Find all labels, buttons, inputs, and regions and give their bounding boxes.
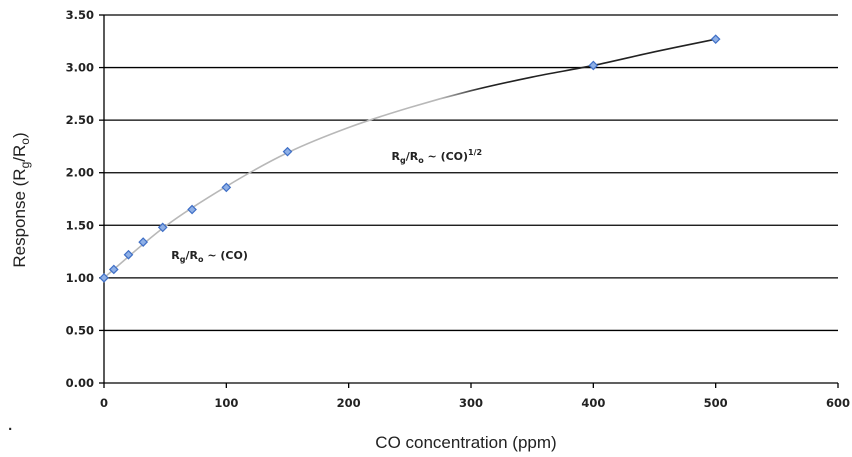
data-point <box>138 237 148 247</box>
data-point <box>710 34 721 45</box>
data-point <box>99 273 109 283</box>
tick-labels: 0.00 0.50 1.00 1.50 2.00 2.50 3.00 3.50 0 100 200 3… <box>66 8 850 410</box>
x-tick-label: 600 <box>826 396 850 410</box>
data-point <box>588 60 599 71</box>
trend-curve <box>103 38 716 279</box>
x-tick-label: 500 <box>704 396 728 410</box>
y-axis-title: Response (Rg/Ro) <box>10 132 32 267</box>
y-tick-label: 1.00 <box>66 271 94 285</box>
x-tick-label: 200 <box>337 396 361 410</box>
data-point <box>282 146 293 157</box>
y-tick-label: 2.00 <box>66 166 94 180</box>
x-tick-label: 400 <box>581 396 605 410</box>
axes <box>99 14 839 388</box>
data-point <box>123 249 134 260</box>
data-markers <box>99 34 721 283</box>
x-tick-label: 0 <box>100 396 108 410</box>
x-tick-label: 300 <box>459 396 483 410</box>
data-point <box>108 264 119 275</box>
y-tick-label: 0.00 <box>66 376 94 390</box>
y-tick-label: 2.50 <box>66 113 94 127</box>
y-tick-label: 3.00 <box>66 61 94 75</box>
y-tick-label: 1.50 <box>66 218 94 232</box>
annotation-sqrt: Rg/Ro ~ (CO)1/2 <box>391 148 482 165</box>
x-axis-title: CO concentration (ppm) <box>375 433 556 452</box>
y-tick-label: 3.50 <box>66 8 94 22</box>
x-tick-label: 100 <box>214 396 238 410</box>
data-point <box>157 222 168 233</box>
gridlines <box>104 14 838 384</box>
y-tick-label: 0.50 <box>66 323 94 337</box>
stray-mark: . <box>8 419 12 433</box>
annotation-linear: Rg/Ro ~ (CO) <box>171 249 248 264</box>
data-point <box>221 182 232 193</box>
data-point <box>187 204 197 215</box>
